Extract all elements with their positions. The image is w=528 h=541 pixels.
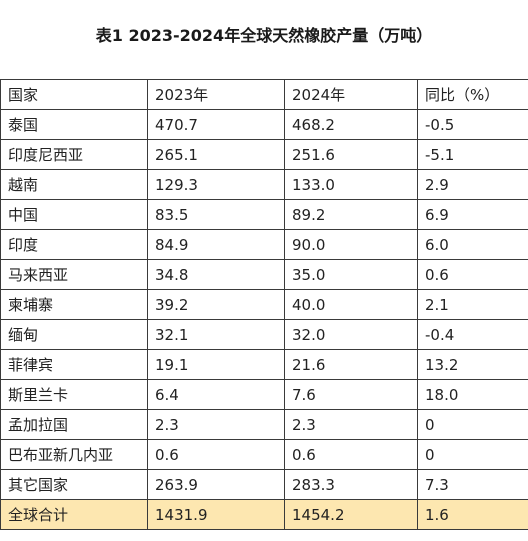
cell-yoy: 0 bbox=[417, 409, 528, 440]
cell-yoy: -5.1 bbox=[417, 139, 528, 170]
cell-country: 中国 bbox=[0, 199, 148, 230]
header-yoy: 同比（%） bbox=[417, 79, 528, 110]
cell-2023: 263.9 bbox=[147, 469, 285, 500]
cell-2024: 7.6 bbox=[284, 379, 418, 410]
cell-2024: 32.0 bbox=[284, 319, 418, 350]
table-row: 泰国 470.7 468.2 -0.5 bbox=[0, 109, 528, 140]
total-row: 全球合计 1431.9 1454.2 1.6 bbox=[0, 499, 528, 530]
cell-country: 斯里兰卡 bbox=[0, 379, 148, 410]
cell-yoy: 7.3 bbox=[417, 469, 528, 500]
cell-2024: 0.6 bbox=[284, 439, 418, 470]
cell-2023: 39.2 bbox=[147, 289, 285, 320]
cell-2023: 265.1 bbox=[147, 139, 285, 170]
header-2023: 2023年 bbox=[147, 79, 285, 110]
cell-country: 印度 bbox=[0, 229, 148, 260]
cell-2024: 283.3 bbox=[284, 469, 418, 500]
cell-yoy: 6.0 bbox=[417, 229, 528, 260]
cell-2024: 90.0 bbox=[284, 229, 418, 260]
cell-2024: 89.2 bbox=[284, 199, 418, 230]
table-title: 表1 2023-2024年全球天然橡胶产量（万吨） bbox=[95, 26, 433, 45]
header-country: 国家 bbox=[0, 79, 148, 110]
cell-2023: 83.5 bbox=[147, 199, 285, 230]
cell-2023: 470.7 bbox=[147, 109, 285, 140]
cell-country: 印度尼西亚 bbox=[0, 139, 148, 170]
cell-2024: 468.2 bbox=[284, 109, 418, 140]
total-label: 全球合计 bbox=[0, 499, 148, 530]
cell-yoy: 0.6 bbox=[417, 259, 528, 290]
cell-country: 马来西亚 bbox=[0, 259, 148, 290]
cell-country: 巴布亚新几内亚 bbox=[0, 439, 148, 470]
cell-2023: 129.3 bbox=[147, 169, 285, 200]
cell-yoy: -0.5 bbox=[417, 109, 528, 140]
cell-2024: 133.0 bbox=[284, 169, 418, 200]
cell-2024: 40.0 bbox=[284, 289, 418, 320]
cell-2023: 2.3 bbox=[147, 409, 285, 440]
cell-yoy: 2.9 bbox=[417, 169, 528, 200]
table-row: 印度 84.9 90.0 6.0 bbox=[0, 229, 528, 260]
table-header-row: 国家 2023年 2024年 同比（%） bbox=[0, 79, 528, 110]
cell-country: 柬埔寨 bbox=[0, 289, 148, 320]
table-row: 斯里兰卡 6.4 7.6 18.0 bbox=[0, 379, 528, 410]
total-2024: 1454.2 bbox=[284, 499, 418, 530]
cell-yoy: 0 bbox=[417, 439, 528, 470]
cell-country: 菲律宾 bbox=[0, 349, 148, 380]
table-row: 柬埔寨 39.2 40.0 2.1 bbox=[0, 289, 528, 320]
cell-2023: 19.1 bbox=[147, 349, 285, 380]
table-row: 中国 83.5 89.2 6.9 bbox=[0, 199, 528, 230]
cell-country: 其它国家 bbox=[0, 469, 148, 500]
table-row: 其它国家 263.9 283.3 7.3 bbox=[0, 469, 528, 500]
table-row: 缅甸 32.1 32.0 -0.4 bbox=[0, 319, 528, 350]
cell-2023: 34.8 bbox=[147, 259, 285, 290]
cell-2024: 2.3 bbox=[284, 409, 418, 440]
cell-yoy: 18.0 bbox=[417, 379, 528, 410]
cell-yoy: 6.9 bbox=[417, 199, 528, 230]
table-row: 巴布亚新几内亚 0.6 0.6 0 bbox=[0, 439, 528, 470]
cell-yoy: 13.2 bbox=[417, 349, 528, 380]
cell-2023: 6.4 bbox=[147, 379, 285, 410]
table-row: 越南 129.3 133.0 2.9 bbox=[0, 169, 528, 200]
total-2023: 1431.9 bbox=[147, 499, 285, 530]
cell-country: 孟加拉国 bbox=[0, 409, 148, 440]
table-row: 印度尼西亚 265.1 251.6 -5.1 bbox=[0, 139, 528, 170]
table-row: 菲律宾 19.1 21.6 13.2 bbox=[0, 349, 528, 380]
table-row: 马来西亚 34.8 35.0 0.6 bbox=[0, 259, 528, 290]
rubber-production-table: 国家 2023年 2024年 同比（%） 泰国 470.7 468.2 -0.5… bbox=[0, 79, 528, 530]
cell-yoy: -0.4 bbox=[417, 319, 528, 350]
cell-country: 泰国 bbox=[0, 109, 148, 140]
total-yoy: 1.6 bbox=[417, 499, 528, 530]
cell-yoy: 2.1 bbox=[417, 289, 528, 320]
cell-2024: 251.6 bbox=[284, 139, 418, 170]
cell-2023: 0.6 bbox=[147, 439, 285, 470]
cell-country: 缅甸 bbox=[0, 319, 148, 350]
cell-2023: 84.9 bbox=[147, 229, 285, 260]
table-row: 孟加拉国 2.3 2.3 0 bbox=[0, 409, 528, 440]
cell-2023: 32.1 bbox=[147, 319, 285, 350]
cell-2024: 35.0 bbox=[284, 259, 418, 290]
cell-2024: 21.6 bbox=[284, 349, 418, 380]
cell-country: 越南 bbox=[0, 169, 148, 200]
header-2024: 2024年 bbox=[284, 79, 418, 110]
